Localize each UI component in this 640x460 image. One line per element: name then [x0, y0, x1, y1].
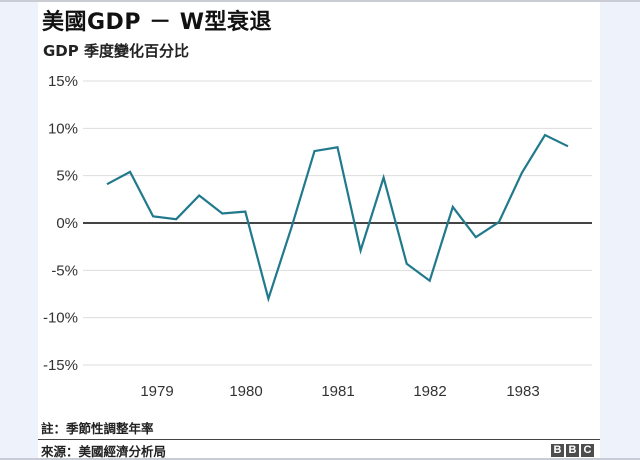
y-tick-label: 0%: [56, 215, 78, 232]
y-tick-label: -5%: [51, 262, 78, 279]
footer-divider: [38, 439, 600, 440]
gridlines: [83, 80, 592, 366]
x-tick-label: 1980: [229, 383, 262, 400]
chart-panel: [38, 2, 600, 458]
footnote: 註：季節性調整年率: [41, 421, 154, 436]
bbc-logo-letter: B: [566, 444, 579, 457]
y-axis-labels: 15% 10% 5% 0% -5% -10% -15%: [43, 73, 78, 374]
gdp-series-line: [106, 133, 569, 303]
top-border: [0, 0, 640, 2]
source-text: 來源：美國經濟分析局: [41, 444, 167, 459]
y-tick-label: -15%: [43, 357, 78, 374]
bbc-logo-letter: B: [551, 444, 564, 457]
x-tick-label: 1983: [506, 383, 539, 400]
bottom-border: [0, 458, 640, 460]
x-tick-label: 1979: [140, 383, 173, 400]
x-tick-label: 1982: [413, 383, 446, 400]
y-tick-label: 15%: [48, 73, 78, 90]
y-tick-label: 5%: [56, 168, 78, 185]
chart-subtitle: GDP 季度變化百分比: [43, 42, 189, 60]
y-tick-label: -10%: [43, 310, 78, 327]
x-axis-labels: 1979 1980 1981 1982 1983: [140, 383, 539, 400]
bbc-logo-letter: C: [581, 444, 594, 457]
bbc-logo: B B C: [551, 444, 594, 457]
chart-title: 美國GDP － W型衰退: [42, 10, 273, 35]
x-tick-label: 1981: [321, 383, 354, 400]
y-tick-label: 10%: [48, 120, 78, 137]
